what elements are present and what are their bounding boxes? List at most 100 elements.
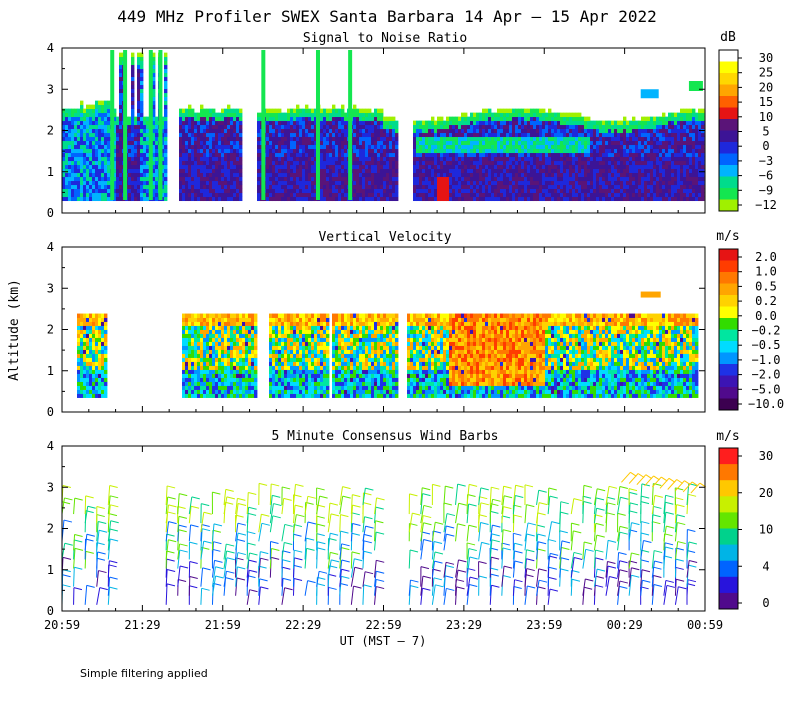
snr-cell [134, 133, 137, 137]
snr-cell [548, 185, 551, 189]
snr-cell [308, 117, 311, 121]
snr-cell [593, 161, 596, 165]
velocity-cell [83, 350, 86, 354]
snr-cell [128, 173, 131, 177]
snr-cell [662, 137, 665, 141]
snr-cell [524, 141, 527, 145]
snr-cell [428, 189, 431, 193]
snr-cell [275, 165, 278, 169]
snr-cell [638, 173, 641, 177]
snr-cell [626, 137, 629, 141]
snr-cell [461, 189, 464, 193]
snr-cell [530, 109, 533, 113]
snr-cell [383, 133, 386, 137]
snr-cell [665, 197, 668, 201]
snr-cell [647, 153, 650, 157]
snr-cell [272, 149, 275, 153]
snr-cell [311, 117, 314, 121]
snr-cell [71, 125, 74, 129]
snr-cell [602, 185, 605, 189]
snr-cell [74, 149, 77, 153]
snr-cell [377, 121, 380, 125]
velocity-cell [194, 382, 197, 386]
snr-cell [266, 129, 269, 133]
snr-cell [641, 169, 644, 173]
snr-cell [86, 185, 89, 189]
snr-cell [359, 153, 362, 157]
snr-cell [62, 185, 65, 189]
snr-cell [494, 157, 497, 161]
snr-cell [101, 185, 104, 189]
snr-cell [581, 189, 584, 193]
snr-cell [503, 153, 506, 157]
snr-cell [164, 105, 167, 109]
snr-cell [230, 113, 233, 117]
velocity-cell [86, 342, 89, 346]
snr-cell [86, 125, 89, 129]
snr-cell [203, 169, 206, 173]
snr-cell [671, 173, 674, 177]
snr-cell [233, 113, 236, 117]
snr-cell [458, 117, 461, 121]
snr-cell [476, 125, 479, 129]
snr-cell [521, 181, 524, 185]
snr-cell [236, 137, 239, 141]
snr-cell [221, 165, 224, 169]
snr-cell [119, 89, 122, 93]
snr-cell [86, 181, 89, 185]
snr-cell [416, 125, 419, 129]
snr-cell [668, 153, 671, 157]
snr-cell [89, 145, 92, 149]
snr-cell [614, 129, 617, 133]
snr-cell [212, 165, 215, 169]
snr-cell [686, 113, 689, 117]
snr-cell [374, 125, 377, 129]
snr-cell [230, 161, 233, 165]
snr-cell [599, 137, 602, 141]
velocity-cell [104, 314, 107, 318]
snr-cell [563, 117, 566, 121]
snr-cell [434, 157, 437, 161]
snr-cell [104, 173, 107, 177]
snr-cell [419, 141, 422, 145]
snr-cell [641, 177, 644, 181]
snr-cell [320, 129, 323, 133]
snr-cell [185, 181, 188, 185]
snr-cell [257, 153, 260, 157]
snr-cell [590, 189, 593, 193]
snr-cell [668, 165, 671, 169]
snr-cell [341, 149, 344, 153]
velocity-cell [77, 334, 80, 338]
snr-cell [608, 189, 611, 193]
snr-cell [422, 161, 425, 165]
snr-cell [185, 157, 188, 161]
snr-cell [185, 177, 188, 181]
snr-cell [68, 133, 71, 137]
snr-cell [554, 133, 557, 137]
snr-cell [416, 165, 419, 169]
snr-cell [677, 197, 680, 201]
snr-cell [635, 125, 638, 129]
snr-cell [353, 197, 356, 201]
snr-cell [191, 125, 194, 129]
snr-cell [461, 193, 464, 197]
snr-cell [365, 181, 368, 185]
velocity-cell [80, 394, 83, 398]
snr-cell [506, 197, 509, 201]
snr-cell [266, 185, 269, 189]
snr-cell [638, 161, 641, 165]
snr-cell [296, 173, 299, 177]
snr-cell [611, 157, 614, 161]
snr-cell [107, 105, 110, 109]
snr-cell [308, 161, 311, 165]
snr-cell [281, 197, 284, 201]
snr-cell [488, 197, 491, 201]
snr-cell [332, 185, 335, 189]
snr-cell [572, 113, 575, 117]
snr-cell [476, 149, 479, 153]
snr-cell [206, 193, 209, 197]
snr-cell [137, 193, 140, 197]
snr-cell [527, 169, 530, 173]
snr-cell [635, 185, 638, 189]
snr-cell [104, 133, 107, 137]
